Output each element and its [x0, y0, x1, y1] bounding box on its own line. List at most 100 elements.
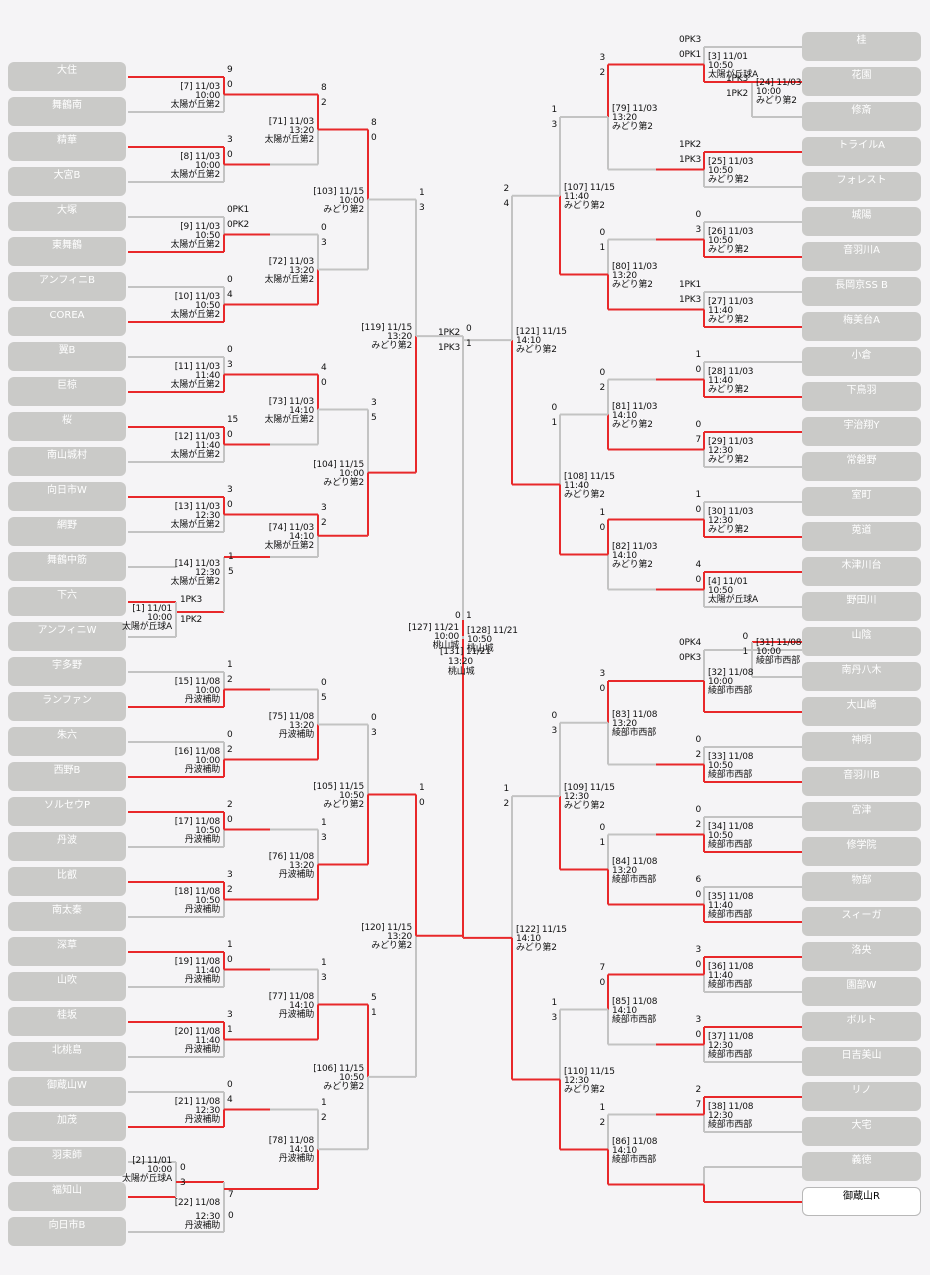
team-right[interactable]: フォレスト — [802, 172, 921, 201]
team-right[interactable]: トライルA — [802, 137, 921, 166]
team-left[interactable]: 深草 — [8, 937, 126, 966]
team-left[interactable]: 網野 — [8, 517, 126, 546]
team-left[interactable]: 北桃島 — [8, 1042, 126, 1071]
match-info-time: 11:40 — [708, 970, 733, 981]
team-right[interactable]: 木津川台 — [802, 557, 921, 586]
team-left[interactable]: 大宮B — [8, 167, 126, 196]
team-right[interactable]: 南丹八木 — [802, 662, 921, 691]
score-bottom: 1PK3 — [679, 155, 701, 165]
score-bottom: 2 — [321, 1112, 327, 1123]
team-right[interactable]: 音羽川B — [802, 767, 921, 796]
match-info-venue: 綾部市西部 — [612, 874, 657, 885]
team-left[interactable]: 西野B — [8, 762, 126, 791]
match-info-venue: 太陽が丘第2 — [170, 309, 220, 320]
match-info-id: [31] 11/08 — [756, 638, 802, 648]
team-left[interactable]: 精華 — [8, 132, 126, 161]
team-left[interactable]: COREA — [8, 307, 126, 336]
team-left[interactable]: アンフィニB — [8, 272, 126, 301]
team-right[interactable]: 大宅 — [802, 1117, 921, 1146]
match-info-venue: 太陽が丘球A — [122, 622, 172, 632]
team-left[interactable]: 山吹 — [8, 972, 126, 1001]
team-left[interactable]: 大塚 — [8, 202, 126, 231]
team-left[interactable]: 宇多野 — [8, 657, 126, 686]
team-right[interactable]: 御蔵山R — [802, 1187, 921, 1216]
team-right[interactable]: 山陰 — [802, 627, 921, 656]
team-right[interactable]: 莵道 — [802, 522, 921, 551]
team-right[interactable]: 義徳 — [802, 1152, 921, 1181]
team-right[interactable]: 日吉美山 — [802, 1047, 921, 1076]
match-info-venue: 綾部市西部 — [612, 1154, 657, 1165]
team-left[interactable]: 加茂 — [8, 1112, 126, 1141]
team-right[interactable]: 物部 — [802, 872, 921, 901]
match-info-id: [3] 11/01 — [708, 51, 748, 62]
team-right[interactable]: 野田川 — [802, 592, 921, 621]
team-right[interactable]: スィーガ — [802, 907, 921, 936]
team-left[interactable]: 朱六 — [8, 727, 126, 756]
team-left[interactable]: 南太秦 — [8, 902, 126, 931]
team-left[interactable]: 福知山 — [8, 1182, 126, 1211]
team-right[interactable]: 常磐野 — [802, 452, 921, 481]
team-right[interactable]: 花園 — [802, 67, 921, 96]
team-right[interactable]: 室町 — [802, 487, 921, 516]
match-info-id: [77] 11/08 — [268, 991, 314, 1002]
match-info-id: [13] 11/03 — [174, 501, 220, 512]
score-top: 3 — [227, 135, 233, 145]
team-right[interactable]: 神明 — [802, 732, 921, 761]
score-bottom: 0 — [227, 815, 233, 825]
match-info-venue: みどり第2 — [564, 1084, 605, 1095]
match-info-time: 10:00 — [708, 677, 733, 687]
team-right[interactable]: 小倉 — [802, 347, 921, 376]
team-left[interactable]: 南山城村 — [8, 447, 126, 476]
team-right[interactable]: 宮津 — [802, 802, 921, 831]
team-left[interactable]: 翼B — [8, 342, 126, 371]
team-right[interactable]: 園部W — [802, 977, 921, 1006]
match-info-time: 14:10 — [289, 405, 314, 416]
team-left[interactable]: 巨椋 — [8, 377, 126, 406]
team-left[interactable]: 舞鶴中筋 — [8, 552, 126, 581]
team-right[interactable]: 洛央 — [802, 942, 921, 971]
team-left[interactable]: 御蔵山W — [8, 1077, 126, 1106]
team-right[interactable]: 音羽川A — [802, 242, 921, 271]
team-left[interactable]: 桜 — [8, 412, 126, 441]
match-info-id: [20] 11/08 — [174, 1026, 220, 1037]
team-left[interactable]: 下六 — [8, 587, 126, 616]
score-bottom: 1 — [599, 837, 605, 848]
team-left[interactable]: 桂坂 — [8, 1007, 126, 1036]
team-right[interactable]: 大山崎 — [802, 697, 921, 726]
team-right[interactable]: 梅美台A — [802, 312, 921, 341]
team-left[interactable]: ソルセウP — [8, 797, 126, 826]
team-right[interactable]: リノ — [802, 1082, 921, 1111]
score-bottom: 0 — [599, 684, 605, 694]
match-info-venue: みどり第2 — [708, 314, 749, 325]
team-left[interactable]: 東舞鶴 — [8, 237, 126, 266]
team-left[interactable]: 舞鶴南 — [8, 97, 126, 126]
team-right[interactable]: 城陽 — [802, 207, 921, 236]
score-bottom: 5 — [321, 692, 327, 703]
team-right[interactable]: 桂 — [802, 32, 921, 61]
score-bottom: 0 — [227, 150, 233, 160]
score-top: 3 — [371, 397, 377, 408]
score-bottom: 3 — [551, 1012, 557, 1023]
team-left[interactable]: 比叡 — [8, 867, 126, 896]
team-left[interactable]: 向日市B — [8, 1217, 126, 1246]
team-right[interactable]: ボルト — [802, 1012, 921, 1041]
team-left[interactable]: 丹波 — [8, 832, 126, 861]
match-info-venue: みどり第2 — [612, 559, 653, 570]
team-left[interactable]: ランファン — [8, 692, 126, 721]
team-right[interactable]: 長岡京SS B — [802, 277, 921, 306]
team-right[interactable]: 修斎 — [802, 102, 921, 131]
score-bottom: 7 — [695, 1100, 701, 1110]
team-right[interactable]: 修学院 — [802, 837, 921, 866]
match-info-venue: 綾部市西部 — [708, 686, 753, 696]
team-left[interactable]: 大住 — [8, 62, 126, 91]
match-info-venue: みどり第2 — [756, 96, 797, 106]
match-info-id: [110] 11/15 — [564, 1066, 615, 1077]
team-left[interactable]: 羽束師 — [8, 1147, 126, 1176]
match-info-id: [37] 11/08 — [708, 1031, 754, 1042]
score-top: 0 — [321, 222, 327, 233]
team-left[interactable]: 向日市W — [8, 482, 126, 511]
team-right[interactable]: 下鳥羽 — [802, 382, 921, 411]
team-right[interactable]: 宇治翔Y — [802, 417, 921, 446]
team-left[interactable]: アンフィニW — [8, 622, 126, 651]
match-info-id: [10] 11/03 — [174, 291, 220, 302]
